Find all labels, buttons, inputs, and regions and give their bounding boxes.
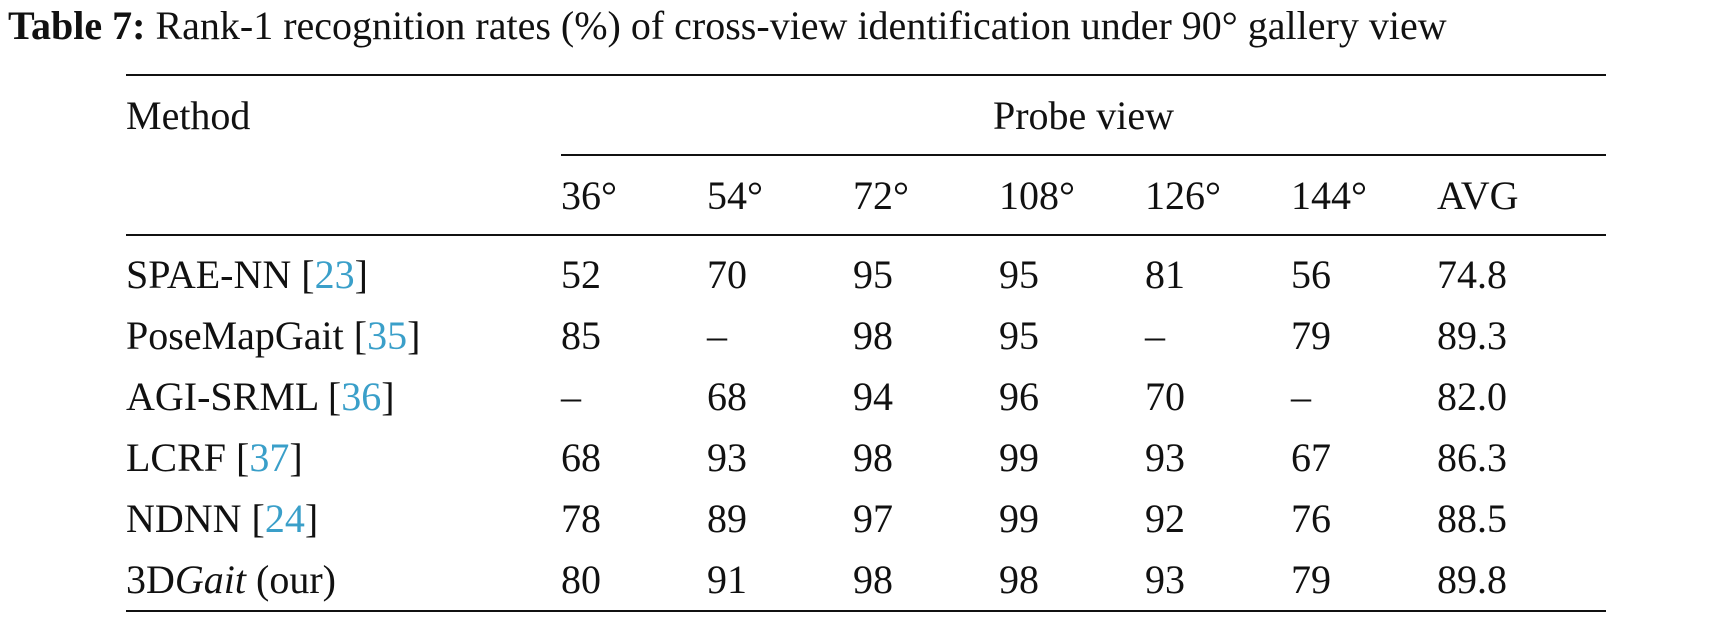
table-cell: – bbox=[561, 374, 581, 419]
table-cell: 98 bbox=[853, 313, 893, 358]
table-cell: 99 bbox=[999, 435, 1039, 480]
table-cell: 68 bbox=[561, 435, 601, 480]
table-cell: 70 bbox=[1145, 374, 1185, 419]
column-header: 126° bbox=[1145, 172, 1221, 218]
table-cell: 89.3 bbox=[1437, 313, 1507, 358]
table-cell: 52 bbox=[561, 252, 601, 297]
table-cell: 98 bbox=[999, 557, 1039, 602]
table-cell: 56 bbox=[1291, 252, 1331, 297]
table-cell: 89 bbox=[707, 496, 747, 541]
column-header: AVG bbox=[1437, 172, 1519, 218]
table-cell: 79 bbox=[1291, 557, 1331, 602]
table-cell: 93 bbox=[707, 435, 747, 480]
table-cell: 95 bbox=[853, 252, 893, 297]
table-cell: 82.0 bbox=[1437, 374, 1507, 419]
method-name: PoseMapGait [35] bbox=[126, 313, 421, 358]
table-cell: 99 bbox=[999, 496, 1039, 541]
table-cell: 81 bbox=[1145, 252, 1185, 297]
table-cell: 67 bbox=[1291, 435, 1331, 480]
table-row: NDNN [24] 78 89 97 99 92 76 88.5 bbox=[126, 488, 1606, 549]
method-name: 3DGait (our) bbox=[126, 557, 336, 602]
table-row: 3DGait (our) 80 91 98 98 93 79 89.8 bbox=[126, 549, 1607, 611]
citation-link[interactable]: 24 bbox=[264, 496, 305, 541]
caption-text: Rank-1 recognition rates (%) of cross-vi… bbox=[155, 3, 1447, 48]
caption-label: Table 7: bbox=[8, 3, 146, 48]
method-header: Method bbox=[126, 93, 251, 138]
table-cell: – bbox=[1145, 313, 1165, 358]
table-cell: 97 bbox=[853, 496, 893, 541]
table-cell: 98 bbox=[853, 557, 893, 602]
citation-link[interactable]: 37 bbox=[249, 435, 290, 480]
table-cell: 95 bbox=[999, 313, 1039, 358]
table-cell: 78 bbox=[561, 496, 601, 541]
table-cell: 91 bbox=[707, 557, 747, 602]
citation-link[interactable]: 23 bbox=[314, 252, 355, 297]
table-cell: 93 bbox=[1145, 435, 1185, 480]
column-header: 144° bbox=[1291, 172, 1367, 218]
method-name: LCRF [37] bbox=[126, 435, 303, 480]
method-name: SPAE-NN [23] bbox=[126, 252, 368, 297]
table-cell: 94 bbox=[853, 374, 893, 419]
table-cell: 68 bbox=[707, 374, 747, 419]
table-cell: 96 bbox=[999, 374, 1039, 419]
table-cell: 86.3 bbox=[1437, 435, 1507, 480]
table-cell: 95 bbox=[999, 252, 1039, 297]
table-cell: – bbox=[1291, 374, 1311, 419]
header-row-group: Method Probe view bbox=[126, 75, 1607, 156]
table-cell: 76 bbox=[1291, 496, 1331, 541]
table-cell: 98 bbox=[853, 435, 893, 480]
table-cell: 89.8 bbox=[1437, 557, 1507, 602]
column-header: 36° bbox=[561, 172, 617, 218]
column-header: 72° bbox=[853, 172, 909, 218]
table-cell: 74.8 bbox=[1437, 252, 1507, 297]
table-row: PoseMapGait [35] 85 – 98 95 – 79 89.3 bbox=[126, 305, 1606, 366]
table-cell: 92 bbox=[1145, 496, 1185, 541]
table-cell: 70 bbox=[707, 252, 747, 297]
table-row: LCRF [37] 68 93 98 99 93 67 86.3 bbox=[126, 427, 1606, 488]
method-name: AGI-SRML [36] bbox=[126, 374, 395, 419]
header-spacer bbox=[126, 155, 561, 235]
column-header: 108° bbox=[999, 172, 1075, 218]
header-row-columns: 36° 54° 72° 108° 126° 144° AVG bbox=[126, 155, 1607, 235]
citation-link[interactable]: 36 bbox=[341, 374, 382, 419]
table-cell: – bbox=[707, 313, 727, 358]
probe-view-header: Probe view bbox=[561, 75, 1607, 156]
table-caption: Table 7: Rank-1 recognition rates (%) of… bbox=[8, 2, 1718, 50]
table-cell: 79 bbox=[1291, 313, 1331, 358]
column-header: 54° bbox=[707, 172, 763, 218]
results-table: Method Probe view 36° 54° 72° 108° 126° … bbox=[126, 74, 1607, 612]
table-cell: 85 bbox=[561, 313, 601, 358]
table-cell: 80 bbox=[561, 557, 601, 602]
table-row: SPAE-NN [23] 52 70 95 95 81 56 74.8 bbox=[126, 235, 1606, 305]
results-table-container: Method Probe view 36° 54° 72° 108° 126° … bbox=[126, 74, 1607, 612]
method-name: NDNN [24] bbox=[126, 496, 319, 541]
table-cell: 88.5 bbox=[1437, 496, 1507, 541]
table-cell: 93 bbox=[1145, 557, 1185, 602]
citation-link[interactable]: 35 bbox=[367, 313, 408, 358]
table-row: AGI-SRML [36] – 68 94 96 70 – 82.0 bbox=[126, 366, 1606, 427]
